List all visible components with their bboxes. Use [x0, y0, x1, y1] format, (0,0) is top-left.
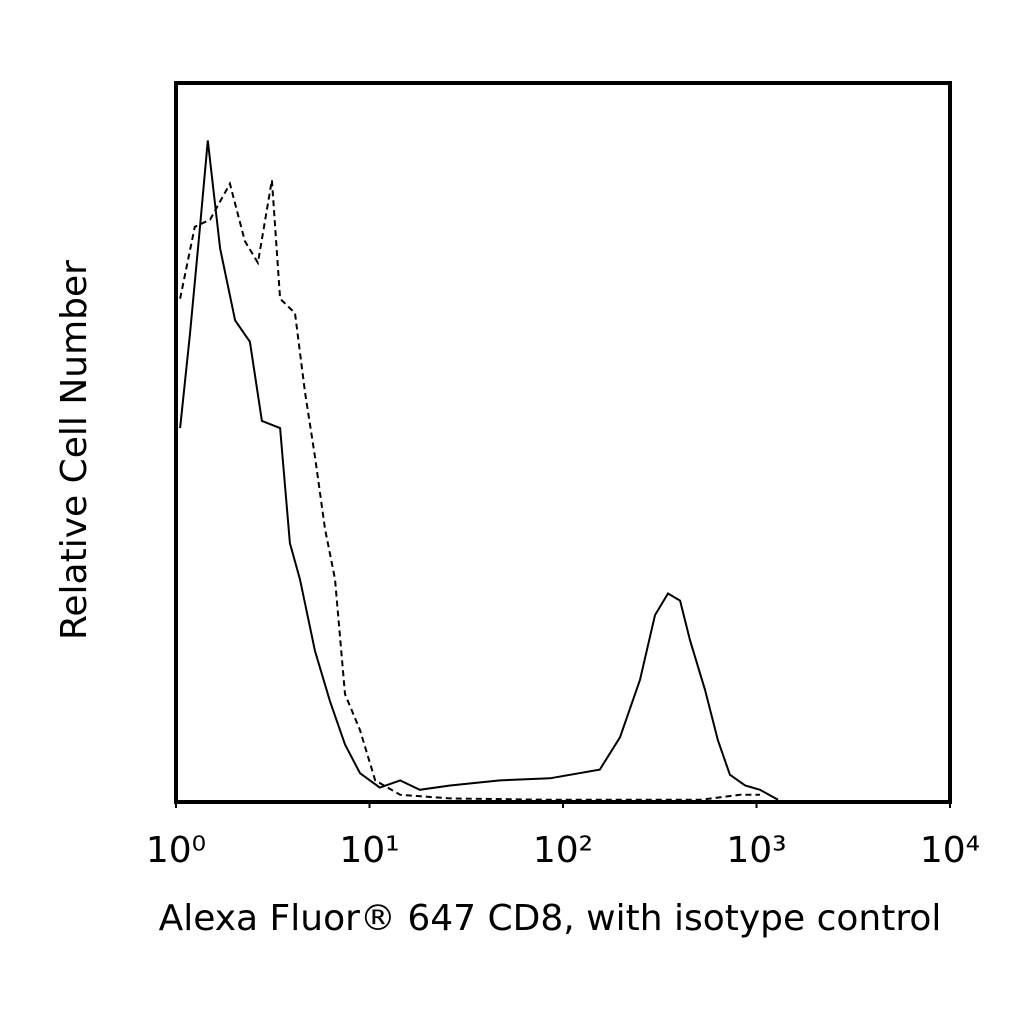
x-tick-label: 10⁴ — [920, 830, 980, 871]
x-tick-label: 10² — [533, 830, 593, 871]
x-tick-label: 10³ — [726, 830, 786, 871]
x-tick-label: 10⁰ — [146, 830, 206, 871]
histogram-line — [179, 140, 779, 801]
x-tick-label: 10¹ — [339, 830, 399, 871]
x-axis-label: Alexa Fluor® 647 CD8, with isotype contr… — [159, 898, 942, 939]
y-axis-label: Relative Cell Number — [54, 260, 95, 640]
histogram-line — [179, 179, 760, 801]
plot-frame — [174, 81, 952, 804]
